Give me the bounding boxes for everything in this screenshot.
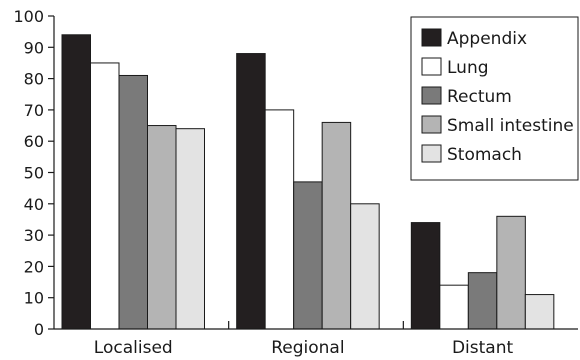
- y-tick-label: 90: [24, 38, 44, 57]
- legend-label: Rectum: [447, 87, 512, 107]
- bar: [467, 272, 498, 330]
- bar: [439, 284, 469, 330]
- legend-swatch: [421, 86, 442, 105]
- legend-label: Small intestine: [447, 116, 574, 136]
- y-tick-label: 100: [13, 7, 44, 26]
- bar: [410, 222, 441, 330]
- bar: [321, 121, 352, 330]
- bar: [350, 203, 380, 330]
- x-category-label: Regional: [271, 338, 344, 358]
- y-tick-label: 50: [24, 164, 44, 183]
- legend-label: Stomach: [447, 145, 522, 165]
- bar: [90, 62, 120, 330]
- y-tick-label: 0: [34, 320, 44, 339]
- y-tick-label: 20: [24, 257, 44, 276]
- legend-label: Lung: [447, 58, 489, 78]
- bar: [524, 294, 555, 330]
- y-tick-label: 30: [24, 226, 44, 245]
- legend-swatch: [421, 144, 442, 163]
- legend-swatch: [421, 28, 442, 47]
- x-category-label: Distant: [452, 338, 514, 358]
- y-tick-label: 70: [24, 101, 44, 120]
- y-tick-label: 80: [24, 70, 44, 89]
- y-axis: 0 10 20 30 40 50 60 70 80 90 100: [13, 7, 55, 339]
- bar: [496, 215, 526, 330]
- bar: [61, 34, 91, 330]
- legend-swatch: [421, 115, 442, 134]
- legend-swatch: [421, 57, 442, 76]
- legend-label: Appendix: [447, 29, 527, 49]
- bar: [147, 125, 177, 330]
- bar: [118, 74, 148, 330]
- y-tick-label: 60: [24, 132, 44, 151]
- y-tick-label: 10: [24, 289, 44, 308]
- x-category-label: Localised: [94, 338, 173, 358]
- bar: [264, 109, 295, 330]
- bar: [175, 128, 205, 330]
- y-tick-label: 40: [24, 195, 44, 214]
- bars: [61, 34, 555, 330]
- bar: [236, 53, 266, 330]
- legend: Appendix Lung Rectum Small intestine Stomach: [410, 16, 579, 181]
- bar: [293, 181, 323, 330]
- x-axis: Localised Regional Distant: [54, 321, 578, 358]
